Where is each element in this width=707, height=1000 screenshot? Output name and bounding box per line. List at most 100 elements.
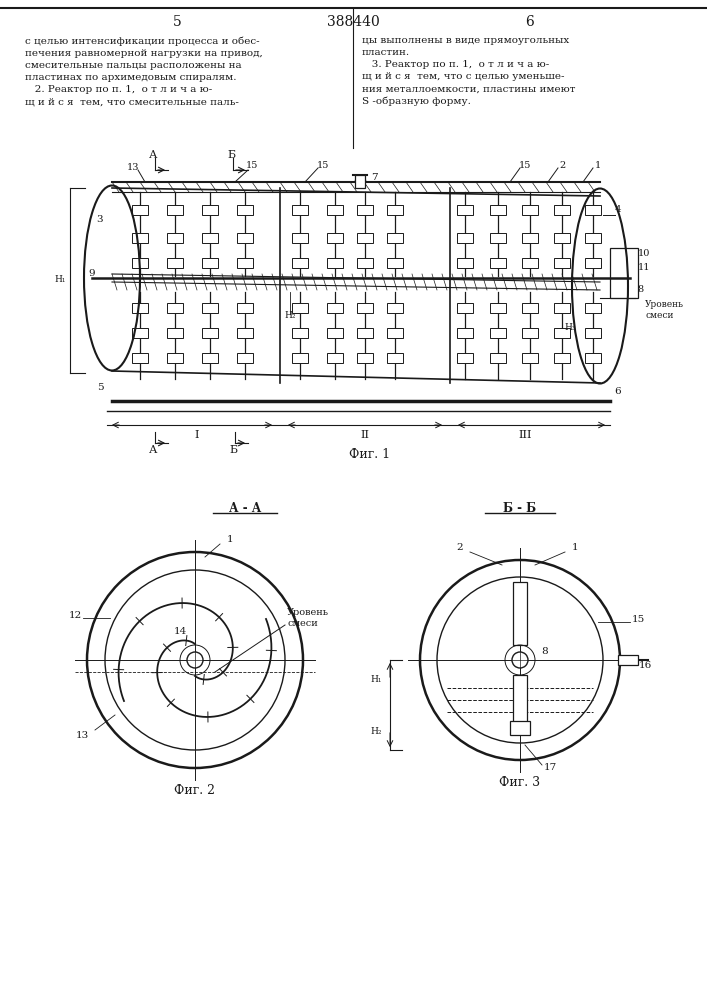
Text: 7: 7 [370, 172, 378, 182]
Bar [202, 258, 218, 268]
Text: H₁: H₁ [54, 275, 66, 284]
Bar [554, 303, 570, 313]
Bar [292, 328, 308, 338]
Bar [355, 175, 365, 188]
Bar [554, 353, 570, 363]
Bar [292, 205, 308, 215]
Text: I: I [194, 430, 199, 440]
Bar [457, 353, 473, 363]
Text: Б - Б: Б - Б [503, 502, 537, 514]
Text: 11: 11 [638, 263, 650, 272]
Bar [387, 353, 403, 363]
Bar [237, 303, 253, 313]
Bar [292, 303, 308, 313]
Bar [490, 328, 506, 338]
Bar [132, 233, 148, 243]
Text: 17: 17 [544, 764, 556, 772]
Bar [132, 205, 148, 215]
Bar [327, 303, 343, 313]
Bar [167, 353, 183, 363]
Bar [610, 248, 638, 298]
Bar [522, 258, 538, 268]
Bar [457, 328, 473, 338]
Text: 12: 12 [69, 610, 81, 619]
Bar [490, 205, 506, 215]
Bar [490, 303, 506, 313]
Bar [554, 205, 570, 215]
Bar [585, 353, 601, 363]
Bar [387, 233, 403, 243]
Text: Уровень
смеси: Уровень смеси [287, 608, 329, 628]
Bar [237, 328, 253, 338]
Bar [513, 675, 527, 728]
Text: Б: Б [227, 150, 235, 160]
Text: 15: 15 [519, 160, 531, 169]
Text: Фиг. 1: Фиг. 1 [349, 448, 390, 462]
Text: III: III [518, 430, 532, 440]
Bar [490, 353, 506, 363]
Bar [522, 205, 538, 215]
Text: 10: 10 [638, 248, 650, 257]
Text: H₂: H₂ [370, 728, 382, 736]
Bar [292, 233, 308, 243]
Bar [132, 353, 148, 363]
Text: 6: 6 [525, 15, 534, 29]
Bar [457, 303, 473, 313]
Bar [202, 328, 218, 338]
Text: 388440: 388440 [327, 15, 380, 29]
Bar [585, 258, 601, 268]
Bar [327, 353, 343, 363]
Text: H₃: H₃ [564, 324, 575, 332]
Bar [202, 303, 218, 313]
Text: 1: 1 [227, 536, 233, 544]
Text: 15: 15 [631, 615, 645, 624]
Text: H₁: H₁ [370, 676, 382, 684]
Text: Фиг. 3: Фиг. 3 [499, 776, 541, 788]
Bar [457, 205, 473, 215]
Text: 6: 6 [614, 386, 621, 395]
Bar [357, 233, 373, 243]
Bar [490, 258, 506, 268]
Bar [327, 205, 343, 215]
Text: 13: 13 [127, 162, 139, 172]
Bar [490, 233, 506, 243]
Text: 8: 8 [542, 648, 549, 656]
Text: 16: 16 [638, 660, 652, 670]
Bar [387, 205, 403, 215]
Bar [357, 303, 373, 313]
Text: 15: 15 [246, 161, 258, 170]
Bar [522, 353, 538, 363]
Text: 13: 13 [76, 730, 88, 740]
Text: 5: 5 [173, 15, 182, 29]
Bar [237, 205, 253, 215]
Bar [202, 205, 218, 215]
Text: цы выполнены в виде прямоугольных
пластин.
   3. Реактор по п. 1,  о т л и ч а ю: цы выполнены в виде прямоугольных пласти… [362, 36, 575, 106]
Bar [357, 205, 373, 215]
Text: Фиг. 2: Фиг. 2 [175, 784, 216, 796]
Bar [292, 258, 308, 268]
Bar [585, 328, 601, 338]
Bar [554, 328, 570, 338]
Text: 2: 2 [457, 544, 463, 552]
Bar [132, 258, 148, 268]
Bar [237, 353, 253, 363]
Bar [585, 205, 601, 215]
Text: 1: 1 [572, 544, 578, 552]
Bar [202, 233, 218, 243]
Bar [357, 258, 373, 268]
Bar [357, 353, 373, 363]
Text: Б: Б [229, 445, 237, 455]
Bar [167, 205, 183, 215]
Bar [522, 233, 538, 243]
Bar [327, 328, 343, 338]
Bar [132, 303, 148, 313]
Text: H₂: H₂ [284, 312, 296, 320]
Bar [167, 258, 183, 268]
Bar [513, 582, 527, 645]
Bar [554, 233, 570, 243]
Bar [585, 233, 601, 243]
Bar [522, 328, 538, 338]
Bar [292, 353, 308, 363]
Bar [457, 258, 473, 268]
Text: 1: 1 [595, 160, 601, 169]
